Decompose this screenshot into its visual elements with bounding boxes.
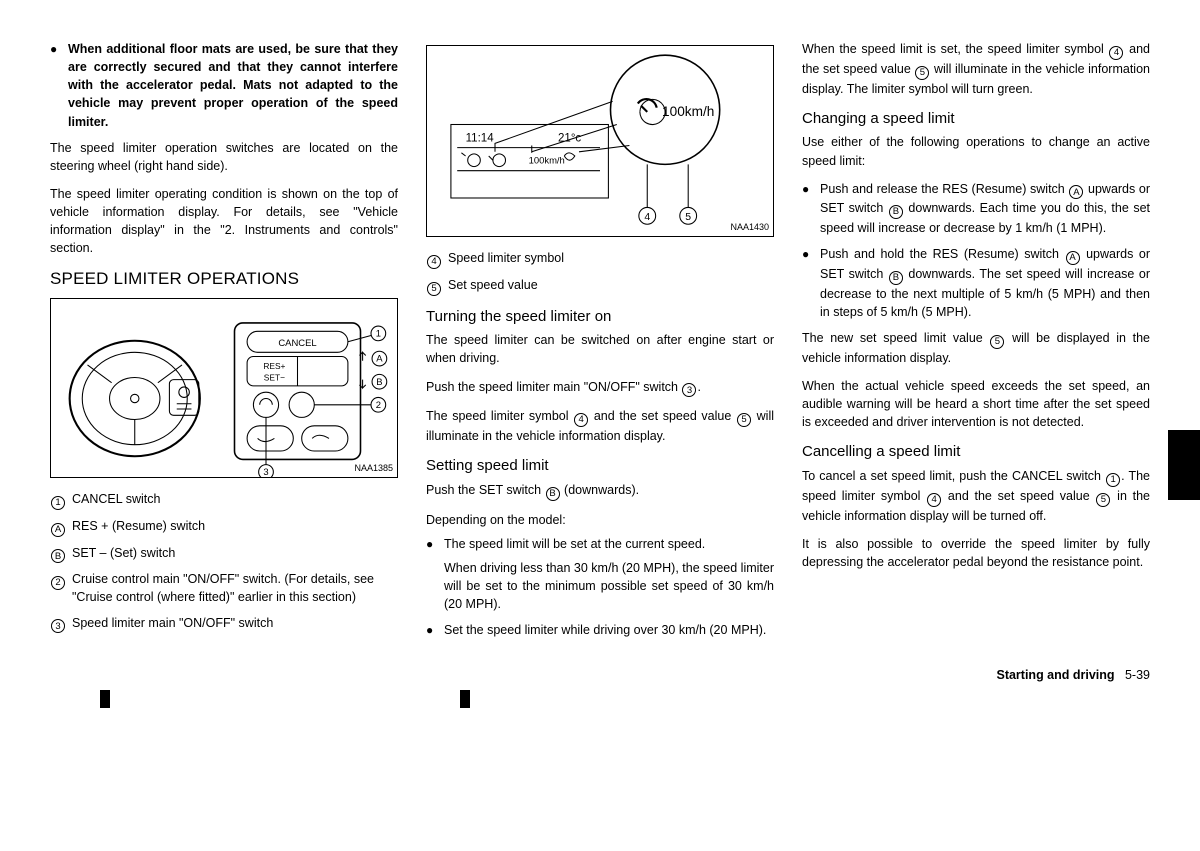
on-para-1: The speed limiter can be switched on aft… [426, 331, 774, 367]
footer-section: Starting and driving [996, 668, 1114, 682]
warning-text: When additional floor mats are used, be … [68, 40, 398, 131]
crop-mark-icon [100, 690, 110, 708]
inline-marker-B: B [889, 205, 903, 219]
set-para-1: Push the SET switch B (downwards). [426, 481, 774, 501]
intro-para-1: The speed limiter operation switches are… [50, 139, 398, 175]
figure-2-label: NAA1430 [730, 221, 769, 234]
inline-marker-5: 5 [1096, 493, 1110, 507]
inline-marker-1: 1 [1106, 473, 1120, 487]
svg-text:B: B [376, 377, 382, 388]
turning-on-heading: Turning the speed limiter on [426, 306, 774, 328]
on-para-2: Push the speed limiter main "ON/OFF" swi… [426, 378, 774, 398]
marker-5-icon: 5 [427, 282, 441, 296]
legend-2: 2 Cruise control main "ON/OFF" switch. (… [50, 570, 398, 606]
set-bullet-1a: The speed limit will be set at the curre… [444, 535, 774, 553]
marker-A-icon: A [51, 523, 65, 537]
page-container: ● When additional floor mats are used, b… [50, 40, 1150, 648]
inline-marker-5: 5 [990, 335, 1004, 349]
legend-5-text: Set speed value [448, 276, 774, 296]
bullet-icon: ● [802, 180, 820, 238]
legend-A-text: RES + (Resume) switch [72, 517, 398, 537]
crop-marks [0, 690, 1200, 708]
warning-bullet: ● When additional floor mats are used, b… [50, 40, 398, 131]
column-2: 100km/h 11:14 21°c 100km/h 4 [426, 40, 774, 648]
inline-marker-4: 4 [927, 493, 941, 507]
svg-text:CANCEL: CANCEL [278, 338, 316, 349]
legend-2-text: Cruise control main "ON/OFF" switch. (Fo… [72, 570, 398, 606]
display-illustration: 100km/h 11:14 21°c 100km/h 4 [432, 51, 768, 238]
set-bullet-1: ● The speed limit will be set at the cur… [426, 535, 774, 614]
inline-marker-A: A [1066, 251, 1080, 265]
inline-marker-B: B [889, 271, 903, 285]
cancel-para-1: To cancel a set speed limit, push the CA… [802, 467, 1150, 525]
svg-text:100km/h: 100km/h [662, 104, 714, 119]
page-footer: Starting and driving 5-39 [50, 666, 1150, 684]
intro-para-2: The speed limiter operating condition is… [50, 185, 398, 258]
svg-text:4: 4 [644, 212, 650, 223]
svg-text:A: A [376, 354, 383, 365]
svg-text:SET−: SET− [264, 373, 285, 383]
change-para-1: Use either of the following operations t… [802, 133, 1150, 169]
change-bullet-2: ● Push and hold the RES (Resume) switch … [802, 245, 1150, 321]
changing-limit-heading: Changing a speed limit [802, 108, 1150, 130]
figure-steering-wheel: CANCEL RES+ SET− 1 A [50, 298, 398, 478]
inline-marker-4: 4 [574, 413, 588, 427]
change-para-2: The new set speed limit value 5 will be … [802, 329, 1150, 367]
legend-1: 1 CANCEL switch [50, 490, 398, 510]
marker-1-icon: 1 [51, 496, 65, 510]
column-3: When the speed limit is set, the speed l… [802, 40, 1150, 648]
legend-4: 4 Speed limiter symbol [426, 249, 774, 269]
marker-2-icon: 2 [51, 576, 65, 590]
legend-4-text: Speed limiter symbol [448, 249, 774, 269]
inline-marker-B: B [546, 487, 560, 501]
on-para-3: The speed limiter symbol 4 and the set s… [426, 407, 774, 445]
marker-B-icon: B [51, 549, 65, 563]
bullet-icon: ● [50, 40, 68, 131]
marker-4-icon: 4 [427, 255, 441, 269]
set-bullet-1b: When driving less than 30 km/h (20 MPH),… [444, 559, 774, 613]
bullet-icon: ● [426, 621, 444, 639]
footer-page: 5-39 [1125, 668, 1150, 682]
change-para-3: When the actual vehicle speed exceeds th… [802, 377, 1150, 431]
figure-display: 100km/h 11:14 21°c 100km/h 4 [426, 45, 774, 237]
svg-text:100km/h: 100km/h [529, 155, 565, 166]
svg-text:RES+: RES+ [263, 361, 285, 371]
legend-B: B SET – (Set) switch [50, 544, 398, 564]
inline-marker-3: 3 [682, 383, 696, 397]
thumb-index-tab [1168, 430, 1200, 500]
marker-3-icon: 3 [51, 619, 65, 633]
legend-3-text: Speed limiter main "ON/OFF" switch [72, 614, 398, 634]
speed-limiter-ops-heading: SPEED LIMITER OPERATIONS [50, 267, 398, 292]
column-1: ● When additional floor mats are used, b… [50, 40, 398, 648]
svg-text:2: 2 [376, 400, 381, 411]
set-bullet-2-text: Set the speed limiter while driving over… [444, 621, 774, 639]
inline-marker-4: 4 [1109, 46, 1123, 60]
legend-1-text: CANCEL switch [72, 490, 398, 510]
c3-intro: When the speed limit is set, the speed l… [802, 40, 1150, 98]
inline-marker-5: 5 [915, 66, 929, 80]
change-bullet-1: ● Push and release the RES (Resume) swit… [802, 180, 1150, 238]
legend-5: 5 Set speed value [426, 276, 774, 296]
svg-text:3: 3 [263, 467, 268, 477]
inline-marker-5: 5 [737, 413, 751, 427]
bullet-icon: ● [426, 535, 444, 614]
set-bullet-2: ● Set the speed limiter while driving ov… [426, 621, 774, 639]
set-para-2: Depending on the model: [426, 511, 774, 529]
crop-mark-icon [460, 690, 470, 708]
legend-3: 3 Speed limiter main "ON/OFF" switch [50, 614, 398, 634]
svg-text:5: 5 [685, 212, 691, 223]
setting-limit-heading: Setting speed limit [426, 455, 774, 477]
steering-wheel-illustration: CANCEL RES+ SET− 1 A [56, 304, 392, 477]
legend-B-text: SET – (Set) switch [72, 544, 398, 564]
svg-text:1: 1 [376, 329, 381, 340]
legend-A: A RES + (Resume) switch [50, 517, 398, 537]
bullet-icon: ● [802, 245, 820, 321]
cancelling-limit-heading: Cancelling a speed limit [802, 441, 1150, 463]
figure-1-label: NAA1385 [354, 462, 393, 475]
cancel-para-2: It is also possible to override the spee… [802, 535, 1150, 571]
svg-text:11:14: 11:14 [466, 132, 495, 144]
inline-marker-A: A [1069, 185, 1083, 199]
